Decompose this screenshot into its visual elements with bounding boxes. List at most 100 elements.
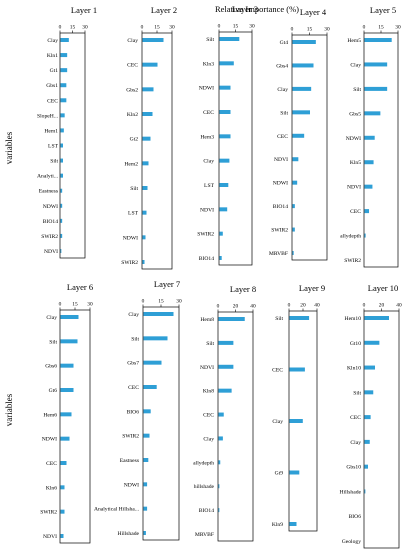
category-label: CEC	[203, 110, 214, 116]
category-label: Silt	[49, 339, 57, 345]
x-tick-label: 15	[378, 25, 384, 31]
bar	[60, 98, 67, 103]
bar	[143, 482, 148, 487]
bar	[60, 203, 63, 208]
category-label: Kln10	[347, 366, 361, 372]
category-label: Hem1	[44, 128, 58, 134]
bar	[364, 489, 366, 494]
category-label: Gbs10	[346, 465, 361, 471]
category-label: CEC	[128, 385, 139, 391]
x-tick-label: 30	[87, 302, 93, 308]
bar	[292, 227, 295, 232]
category-label: Kln9	[272, 522, 283, 528]
panel-title: Layer 3	[232, 4, 258, 14]
category-label: Gt2	[130, 137, 139, 143]
x-tick-label: 15	[233, 24, 239, 30]
bar	[219, 85, 231, 90]
bar	[218, 412, 224, 417]
panel-1: Layer 1 0 15 30 Clay Kln1 Gt1 Gbs1 CEC SlopeH... H…	[37, 5, 97, 259]
panel-5: Layer 5 0 15 30 Hem5 Clay Silt Gbs5 NDWI Kln5 NDVI…	[340, 5, 401, 268]
bar	[364, 316, 389, 320]
panel-frame	[218, 31, 253, 266]
category-label: NDVI	[43, 534, 57, 540]
category-label: NDWI	[346, 136, 361, 142]
category-label: Geology	[342, 539, 361, 545]
x-tick-label: 0	[141, 25, 144, 31]
bar	[60, 218, 63, 223]
panel-3: Layer 3 0 15 30 Silt Kln3 NDWI CEC Hem3 Clay LST ND…	[197, 4, 258, 266]
panel-frame	[59, 32, 86, 259]
bar	[60, 173, 63, 178]
bar	[60, 412, 72, 417]
bar	[143, 385, 157, 389]
category-label: Gt6	[49, 388, 58, 394]
bar	[60, 461, 67, 465]
row-label-bottom: variables	[4, 393, 14, 426]
category-label: Gt4	[280, 40, 289, 46]
bar	[218, 484, 220, 489]
bar	[364, 135, 375, 140]
bar	[364, 111, 381, 116]
category-label: Silt	[131, 336, 139, 342]
bar	[219, 110, 231, 114]
bar	[364, 160, 374, 165]
category-label: BIO14	[43, 219, 58, 225]
bar	[289, 316, 310, 320]
bar	[364, 86, 388, 91]
bar	[60, 315, 79, 319]
x-tick-label: 20	[233, 304, 239, 310]
panel-4: Layer 4 0 15 30 Gt4 Gbs4 Clay Silt CEC NDVI NDWI BI…	[269, 7, 330, 261]
x-tick-label: 30	[395, 25, 401, 31]
category-label: Gbs1	[46, 83, 58, 89]
x-tick-label: 15	[72, 302, 78, 308]
bar	[60, 68, 68, 73]
category-label: Hem2	[124, 161, 138, 167]
category-label: Silt	[353, 87, 361, 93]
category-label: Clay	[127, 38, 138, 44]
category-label: Gbs6	[45, 364, 57, 370]
bar	[142, 38, 164, 42]
category-label: NDWI	[123, 235, 138, 241]
x-tick-label: 0	[288, 303, 291, 309]
bar	[60, 53, 68, 58]
bar	[60, 188, 63, 193]
category-label: SWIR2	[121, 260, 138, 266]
category-label: NDVI	[200, 207, 214, 213]
category-label: Silt	[206, 37, 214, 43]
bar	[60, 113, 65, 118]
panel-title: Layer 9	[299, 283, 325, 293]
panel-title: Layer 8	[230, 284, 256, 294]
bar	[60, 363, 74, 368]
bar	[364, 62, 388, 67]
category-label: Silt	[50, 159, 58, 165]
bar	[60, 388, 74, 392]
x-tick-label: 0	[363, 303, 366, 309]
category-label: LST	[204, 183, 215, 189]
category-label: Kln8	[203, 389, 214, 395]
bar	[292, 251, 294, 255]
bar	[218, 508, 220, 513]
category-label: Clay	[46, 315, 57, 321]
bar	[364, 38, 392, 42]
category-label: NDVI	[44, 249, 58, 255]
bar	[143, 433, 150, 438]
figure-title: Relative Importance (%)	[215, 4, 299, 14]
bar	[60, 158, 63, 163]
x-tick-label: 0	[218, 24, 221, 30]
bar	[219, 183, 229, 187]
panel-frame	[59, 309, 91, 544]
category-label: CEC	[350, 209, 361, 215]
category-label: BIO14	[199, 256, 214, 262]
bar	[142, 161, 149, 166]
x-tick-label: 20	[379, 303, 385, 309]
bar	[60, 83, 67, 88]
category-label: CEC	[203, 413, 214, 419]
panel-8: Layer 8 0 20 40 Hem8 Silt NDVI Kln8 CEC Clay allyd…	[193, 284, 256, 542]
category-label: Clay	[128, 312, 139, 318]
x-tick-label: 0	[363, 25, 366, 31]
category-label: Gbs7	[127, 361, 139, 367]
panel-2: Layer 2 0 15 30 Clay CEC Gbs2 Kln2 Gt2 Hem2 Silt LS…	[121, 5, 177, 270]
bar	[219, 207, 228, 212]
x-tick-label: 30	[169, 25, 175, 31]
